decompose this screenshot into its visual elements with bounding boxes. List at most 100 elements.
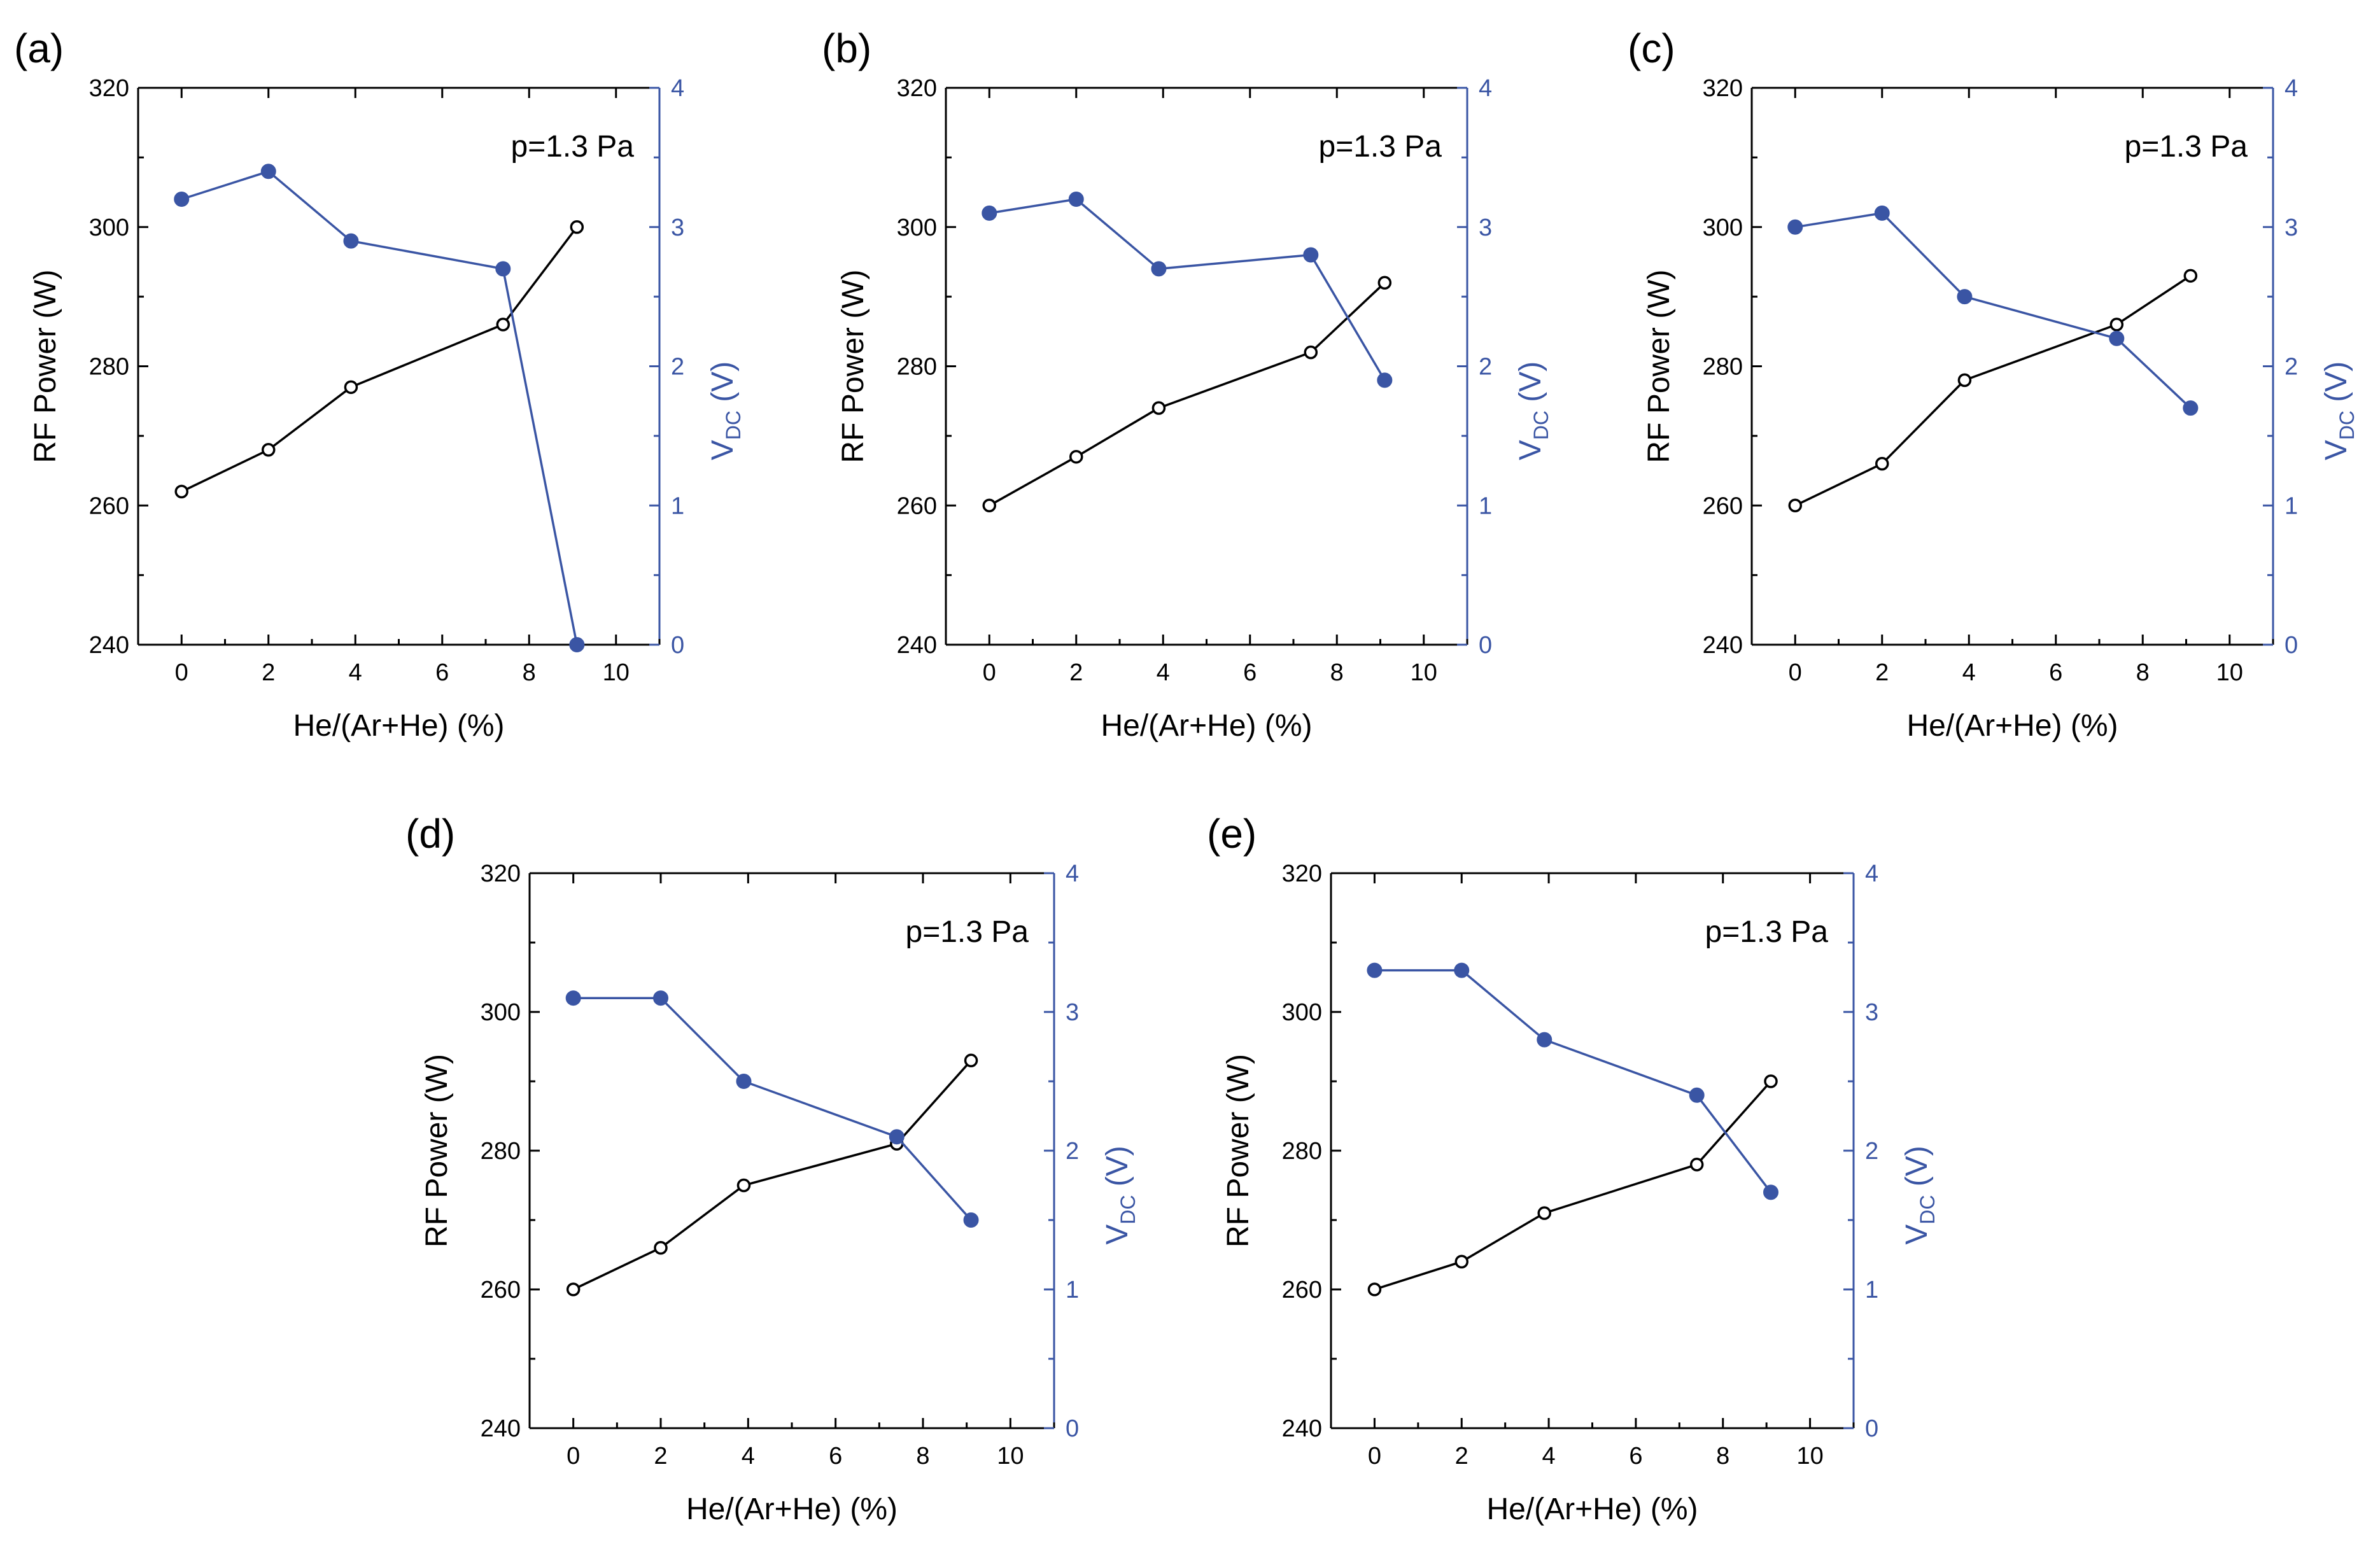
x-tick-label: 10 — [603, 659, 630, 686]
y-axis-label-right: VDC (V) — [706, 361, 745, 461]
y-axis-label-right: VDC (V) — [1900, 1146, 1939, 1245]
y-tick-label-left: 240 — [897, 632, 937, 659]
x-tick-label: 8 — [2136, 659, 2150, 686]
y2-label-main: V — [1101, 1225, 1134, 1245]
y-tick-label-left: 300 — [481, 999, 521, 1026]
y-tick-label-left: 260 — [1703, 493, 1743, 519]
rf-power-point — [1764, 1074, 1778, 1088]
chart-panel-b: 0 2 4 6 8 10 240 260 280 300 320 0 1 2 3 4 He/(Ar+He) (%… — [822, 25, 1553, 743]
panel-label: (e) — [1207, 811, 1257, 857]
x-tick-label: 6 — [1629, 1443, 1642, 1470]
x-tick-label: 0 — [1368, 1443, 1381, 1470]
rf-power-line — [1794, 274, 2192, 507]
vdc-point — [2109, 330, 2125, 346]
y-tick-label-left: 240 — [481, 1415, 521, 1442]
rf-power-point — [1875, 456, 1889, 471]
rf-power-point — [1454, 1254, 1468, 1269]
y-tick-label-right: 4 — [2285, 75, 2298, 102]
rf-power-point — [736, 1178, 751, 1193]
y-tick-label-right: 0 — [1479, 632, 1492, 659]
x-tick-label: 4 — [349, 659, 362, 686]
x-tick-label: 4 — [1962, 659, 1976, 686]
vdc-point — [495, 261, 511, 277]
y-tick-label-right: 1 — [1865, 1277, 1878, 1303]
y2-label-tail: (V) — [1101, 1146, 1134, 1195]
vdc-point — [1151, 261, 1167, 277]
x-tick-label: 10 — [997, 1443, 1024, 1470]
rf-power-point — [1069, 449, 1083, 464]
vdc-point — [982, 205, 997, 221]
y-tick-label-left: 280 — [89, 354, 129, 381]
y-axis-label-right: VDC (V) — [1101, 1146, 1139, 1245]
y-axis-label-right: VDC (V) — [1514, 361, 1553, 461]
vdc-point — [174, 192, 190, 207]
x-axis-label: He/(Ar+He) (%) — [293, 709, 504, 743]
y-tick-label-right: 3 — [671, 214, 684, 241]
rf-power-point — [2183, 269, 2198, 283]
vdc-point — [1763, 1184, 1779, 1200]
y-axis-label-left: RF Power (W) — [29, 270, 62, 463]
vdc-point — [653, 990, 668, 1006]
x-axis-label: He/(Ar+He) (%) — [1101, 709, 1312, 743]
annotation: p=1.3 Pa — [1319, 130, 1442, 164]
y-tick-label-left: 260 — [89, 493, 129, 519]
y-tick-label-right: 4 — [1479, 75, 1492, 102]
y2-label-tail: (V) — [1514, 361, 1547, 411]
rf-power-point — [566, 1282, 581, 1296]
vdc-line — [573, 997, 972, 1221]
vdc-line — [1374, 969, 1772, 1193]
y-axis-label-left: RF Power (W) — [1642, 270, 1676, 463]
y-tick-label-right: 0 — [1865, 1415, 1878, 1442]
chart-panel-a: 0 2 4 6 8 10 240 260 280 300 320 0 1 2 3 4 He/(Ar+He) (%… — [14, 25, 745, 743]
vdc-point — [1454, 962, 1470, 978]
annotation: p=1.3 Pa — [511, 130, 635, 164]
vdc-point — [260, 164, 276, 179]
y-tick-label-left: 240 — [89, 632, 129, 659]
vdc-point — [1377, 372, 1393, 388]
x-tick-label: 10 — [1411, 659, 1437, 686]
vdc-point — [1689, 1087, 1705, 1103]
y-tick-label-left: 320 — [1703, 75, 1743, 102]
rf-power-point — [2109, 318, 2124, 332]
y-tick-label-right: 2 — [1865, 1138, 1878, 1165]
x-tick-label: 10 — [1796, 1443, 1823, 1470]
vdc-point — [569, 637, 585, 652]
vdc-point — [1367, 962, 1383, 978]
vdc-line — [1795, 212, 2192, 409]
y-tick-label-right: 1 — [1066, 1277, 1079, 1303]
y-tick-label-left: 240 — [1282, 1415, 1322, 1442]
rf-power-point — [262, 443, 276, 457]
panel-label: (d) — [405, 811, 455, 857]
x-tick-label: 4 — [1157, 659, 1170, 686]
vdc-point — [1787, 219, 1803, 235]
y2-label-sub: DC — [722, 411, 745, 440]
y-axis-label-left: RF Power (W) — [420, 1054, 454, 1247]
y-tick-label-left: 280 — [1703, 354, 1743, 381]
y-tick-label-left: 280 — [1282, 1138, 1322, 1165]
x-tick-label: 4 — [742, 1443, 755, 1470]
y-tick-label-right: 2 — [1479, 354, 1492, 381]
panel-label: (a) — [14, 25, 64, 71]
y-axis-label-right: VDC (V) — [2320, 361, 2358, 461]
rf-power-point — [1304, 345, 1318, 360]
y2-label-tail: (V) — [1900, 1146, 1934, 1195]
y-axis-label-left: RF Power (W) — [836, 270, 870, 463]
vdc-point — [1068, 192, 1084, 207]
x-tick-label: 8 — [1330, 659, 1344, 686]
y2-label-sub: DC — [1916, 1195, 1939, 1225]
vdc-line — [181, 170, 579, 645]
rf-power-point — [982, 498, 996, 512]
y-tick-label-right: 1 — [2285, 493, 2298, 519]
rf-power-point — [1689, 1158, 1704, 1172]
rf-power-point — [1151, 401, 1166, 415]
y-tick-label-left: 300 — [1703, 214, 1743, 241]
y2-label-main: V — [2320, 440, 2353, 460]
y2-label-sub: DC — [1530, 411, 1553, 440]
rf-power-point — [964, 1053, 978, 1068]
vdc-point — [1957, 289, 1973, 305]
x-tick-label: 2 — [262, 659, 275, 686]
x-tick-label: 0 — [983, 659, 996, 686]
y-tick-label-right: 3 — [1479, 214, 1492, 241]
annotation: p=1.3 Pa — [2125, 130, 2248, 164]
vdc-point — [1874, 205, 1890, 221]
